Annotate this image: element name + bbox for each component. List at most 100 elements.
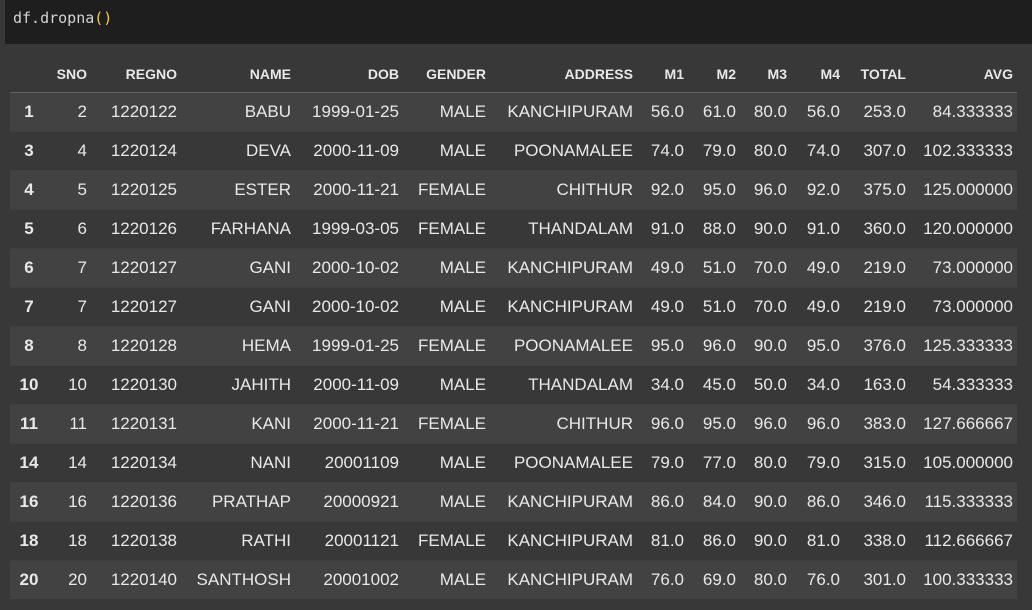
cell-m1: 49.0 — [637, 248, 688, 288]
cell-sno: 2 — [48, 92, 91, 132]
row-index: 7 — [10, 287, 48, 327]
cell-m2: 45.0 — [688, 365, 740, 405]
cell-avg: 115.333333 — [910, 482, 1017, 522]
cell-sno: 7 — [48, 287, 91, 327]
cell-dob: 1999-01-25 — [295, 92, 403, 132]
cell-gender: FEMALE — [403, 209, 490, 249]
cell-m1: 74.0 — [637, 131, 688, 171]
table-row: 10 10 1220130 JAHITH 2000-11-09 MALE THANDALAM… — [10, 365, 1017, 405]
cell-m4: 49.0 — [791, 248, 844, 288]
cell-m3: 80.0 — [740, 560, 791, 599]
table-body: 1 2 1220122 BABU 1999-01-25 MALE KANCHIPURAM 56… — [10, 92, 1017, 599]
cell-avg: 73.000000 — [910, 248, 1017, 288]
cell-m2: 96.0 — [688, 326, 740, 366]
cell-avg: 84.333333 — [910, 92, 1017, 132]
dataframe-table: SNO REGNO NAME DOB GENDER ADDRESS M1 M2 M3 M4 TOTA… — [10, 56, 1017, 599]
cell-address: KANCHIPURAM — [490, 92, 637, 132]
cell-name: GANI — [181, 287, 295, 327]
code-cell-input[interactable]: df.dropna() — [5, 0, 1032, 44]
cell-dob: 2000-11-21 — [295, 170, 403, 210]
cell-m4: 86.0 — [791, 482, 844, 522]
cell-m2: 61.0 — [688, 92, 740, 132]
code-text: df.dropna — [13, 9, 95, 27]
cell-gender: MALE — [403, 92, 490, 132]
cell-m2: 79.0 — [688, 131, 740, 171]
cell-gender: MALE — [403, 365, 490, 405]
cell-sno: 4 — [48, 131, 91, 171]
cell-m1: 81.0 — [637, 521, 688, 561]
cell-dob: 2000-11-09 — [295, 131, 403, 171]
cell-m1: 96.0 — [637, 404, 688, 444]
cell-address: CHITHUR — [490, 404, 637, 444]
cell-total: 375.0 — [844, 170, 910, 210]
cell-total: 315.0 — [844, 443, 910, 483]
cell-sno: 8 — [48, 326, 91, 366]
cell-m4: 49.0 — [791, 287, 844, 327]
cell-m3: 80.0 — [740, 131, 791, 171]
cell-avg: 127.666667 — [910, 404, 1017, 444]
cell-avg: 120.000000 — [910, 209, 1017, 249]
cell-regno: 1220126 — [91, 209, 181, 249]
table-row: 18 18 1220138 RATHI 20001121 FEMALE KANCHIPURA… — [10, 521, 1017, 561]
table-row: 8 8 1220128 HEMA 1999-01-25 FEMALE POONAMALEE 9… — [10, 326, 1017, 366]
cell-dob: 1999-01-25 — [295, 326, 403, 366]
cell-address: KANCHIPURAM — [490, 482, 637, 522]
cell-m4: 92.0 — [791, 170, 844, 210]
cell-total: 376.0 — [844, 326, 910, 366]
cell-total: 253.0 — [844, 92, 910, 132]
cell-m1: 49.0 — [637, 287, 688, 327]
cell-address: THANDALAM — [490, 209, 637, 249]
cell-total: 219.0 — [844, 248, 910, 288]
cell-address: KANCHIPURAM — [490, 560, 637, 599]
cell-m1: 56.0 — [637, 92, 688, 132]
cell-m3: 70.0 — [740, 248, 791, 288]
output-area: SNO REGNO NAME DOB GENDER ADDRESS M1 M2 M3 M4 TOTA… — [10, 56, 1017, 599]
cell-dob: 2000-10-02 — [295, 248, 403, 288]
index-header — [10, 56, 48, 93]
cell-total: 360.0 — [844, 209, 910, 249]
cell-sno: 20 — [48, 560, 91, 599]
cell-regno: 1220128 — [91, 326, 181, 366]
cell-address: CHITHUR — [490, 170, 637, 210]
table-row: 16 16 1220136 PRATHAP 20000921 MALE KANCHIPURA… — [10, 482, 1017, 522]
cell-name: ESTER — [181, 170, 295, 210]
cell-m1: 95.0 — [637, 326, 688, 366]
cell-name: SANTHOSH — [181, 560, 295, 599]
cell-address: KANCHIPURAM — [490, 287, 637, 327]
cell-regno: 1220127 — [91, 287, 181, 327]
cell-m3: 80.0 — [740, 443, 791, 483]
row-index: 11 — [10, 404, 48, 444]
cell-regno: 1220138 — [91, 521, 181, 561]
cell-m2: 51.0 — [688, 248, 740, 288]
cell-m4: 79.0 — [791, 443, 844, 483]
cell-m2: 69.0 — [688, 560, 740, 599]
cell-address: POONAMALEE — [490, 326, 637, 366]
cell-m4: 56.0 — [791, 92, 844, 132]
cell-m4: 96.0 — [791, 404, 844, 444]
cell-address: KANCHIPURAM — [490, 248, 637, 288]
cell-avg: 125.000000 — [910, 170, 1017, 210]
column-header-m4: M4 — [791, 56, 844, 93]
cell-m4: 81.0 — [791, 521, 844, 561]
cell-dob: 2000-11-09 — [295, 365, 403, 405]
cell-m2: 95.0 — [688, 170, 740, 210]
cell-m1: 34.0 — [637, 365, 688, 405]
cell-m4: 91.0 — [791, 209, 844, 249]
code-parens: () — [94, 9, 113, 27]
table-row: 14 14 1220134 NANI 20001109 MALE POONAMALEE 79.… — [10, 443, 1017, 483]
cell-regno: 1220124 — [91, 131, 181, 171]
cell-name: GANI — [181, 248, 295, 288]
cell-regno: 1220127 — [91, 248, 181, 288]
cell-dob: 20000921 — [295, 482, 403, 522]
cell-name: RATHI — [181, 521, 295, 561]
column-header-name: NAME — [181, 56, 295, 93]
column-header-total: TOTAL — [844, 56, 910, 93]
cell-gender: MALE — [403, 131, 490, 171]
cell-name: NANI — [181, 443, 295, 483]
cell-total: 307.0 — [844, 131, 910, 171]
row-index: 4 — [10, 170, 48, 210]
cell-sno: 16 — [48, 482, 91, 522]
cell-m4: 74.0 — [791, 131, 844, 171]
cell-gender: FEMALE — [403, 404, 490, 444]
table-row: 3 4 1220124 DEVA 2000-11-09 MALE POONAMALEE 74.… — [10, 131, 1017, 171]
